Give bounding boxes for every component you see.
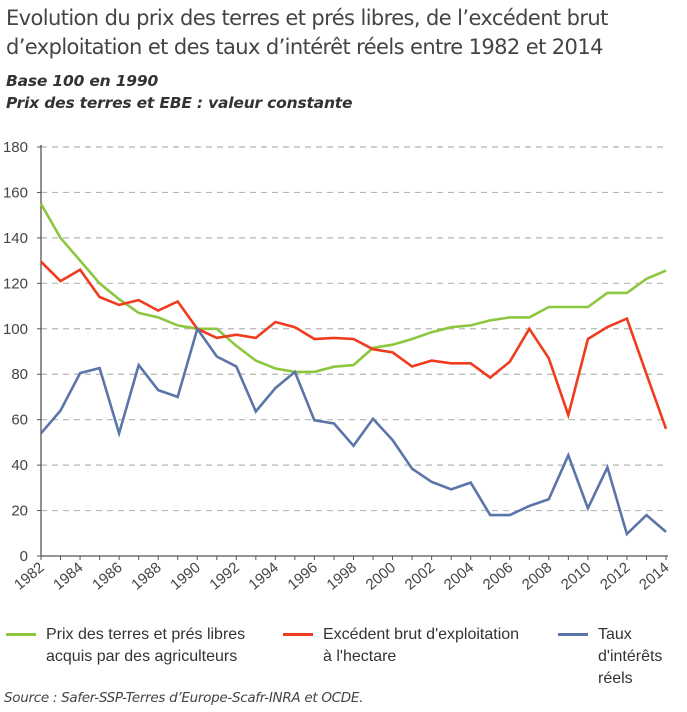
series-line-2 [40,325,667,537]
x-tick-label: 2004 [441,559,477,593]
legend-swatch-blue [558,633,588,636]
y-tick-label: 160 [3,184,28,201]
chart-subtitle-base: Base 100 en 1990 [6,72,159,90]
legend-swatch-red [283,633,313,636]
x-tick-label: 1992 [206,559,242,593]
x-tick-label: 2006 [480,559,516,593]
source-note: Source : Safer-SSP-Terres d’Europe-Scafr… [4,690,364,706]
x-tick-label: 2012 [597,559,633,593]
y-tick-label: 180 [3,139,28,156]
y-tick-label: 80 [11,366,28,383]
legend-label-line: acquis par des agriculteurs [46,648,238,665]
chart-title: Evolution du prix des terres et prés lib… [6,4,686,62]
x-tick-label: 1982 [11,559,47,593]
line-chart: 0 20 40 60 80 100 120 140 160 180 1982 1984 1986 1988… [3,139,673,594]
y-tick-label: 120 [3,275,28,292]
y-tick-label: 40 [11,457,28,474]
x-tick-label: 1998 [324,559,360,593]
y-tick-label: 0 [20,548,28,565]
y-tick-label: 60 [11,412,28,429]
series-lines [39,203,668,537]
y-tick-label: 20 [11,503,28,520]
legend-label-line: Prix des terres et prés libres [46,626,246,643]
x-tick-label: 2008 [519,559,555,593]
legend-label-line: réels [598,670,633,687]
x-tick-label: 1984 [50,559,86,593]
legend-label-line: Excédent brut d'exploitation [323,626,520,643]
y-tick-label: 140 [3,230,28,247]
series-line-0 [39,203,667,374]
series-line-1 [40,260,668,430]
chart-title-line1: Evolution du prix des terres et prés lib… [6,6,608,30]
legend-swatch-green [6,633,36,636]
x-tick-label: 1990 [167,559,203,593]
chart-title-line2: d’exploitation et des taux d’intérêt rée… [6,35,603,59]
x-tick-label: 2014 [636,559,672,593]
x-tick-label: 2000 [363,559,399,593]
legend-label-line: d'intérêts [598,648,663,665]
x-tick-label: 1988 [128,559,164,593]
x-tick-label: 1994 [245,559,281,593]
legend-label-line: Taux [598,626,632,643]
y-tick-label: 100 [3,321,28,338]
x-tick-label: 1996 [285,559,321,593]
chart-subtitle-note: Prix des terres et EBE : valeur constant… [6,94,353,112]
gridlines [41,146,668,512]
legend-label-line: à l'hectare [323,648,397,665]
x-tick-label: 1986 [89,559,125,593]
x-tick-label: 2010 [558,559,594,593]
x-tick-label: 2002 [402,559,438,593]
